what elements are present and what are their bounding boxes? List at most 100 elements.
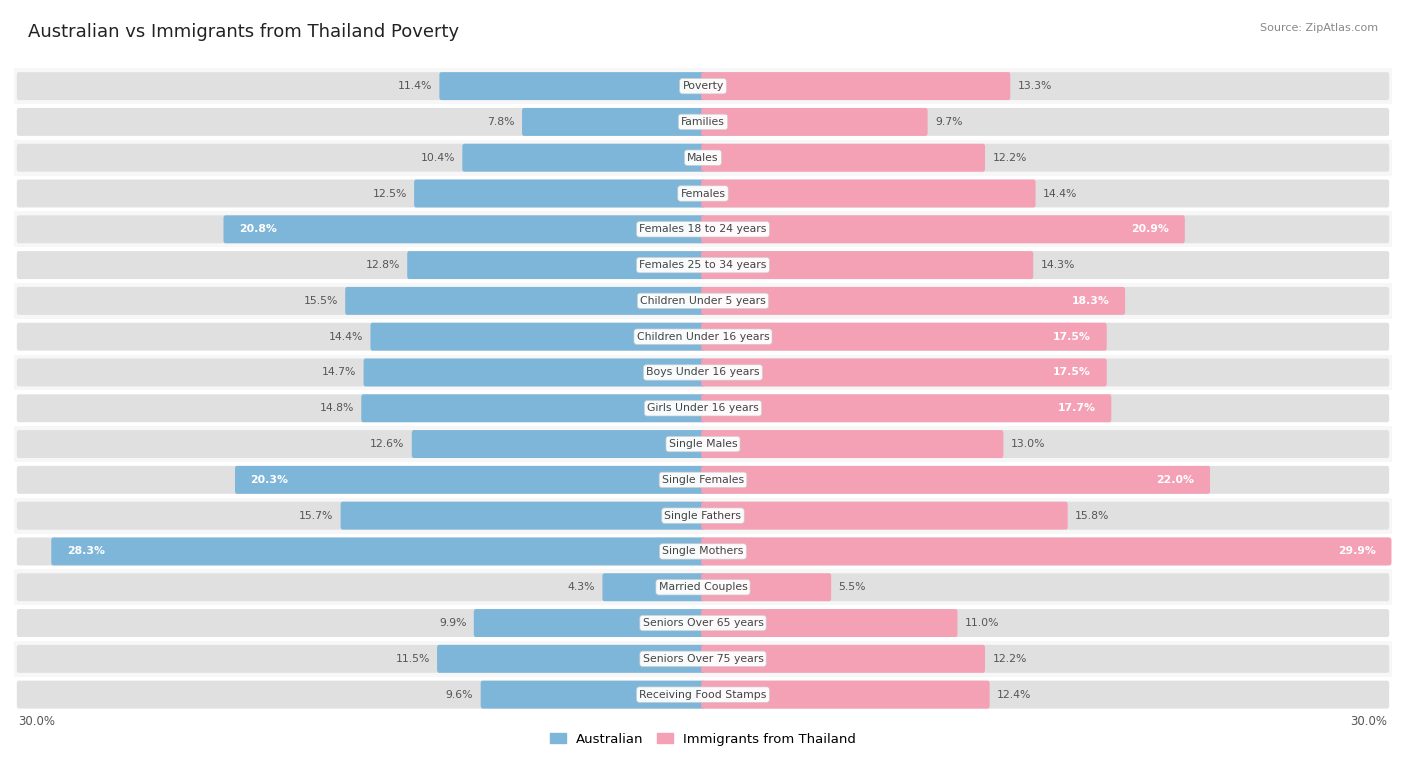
FancyBboxPatch shape: [415, 180, 704, 208]
Bar: [14, 355, 1392, 390]
Text: 18.3%: 18.3%: [1071, 296, 1109, 306]
FancyBboxPatch shape: [361, 394, 704, 422]
Text: 17.5%: 17.5%: [1053, 332, 1091, 342]
FancyBboxPatch shape: [702, 645, 986, 673]
Text: 7.8%: 7.8%: [488, 117, 515, 127]
Text: 22.0%: 22.0%: [1157, 475, 1195, 485]
Bar: [14, 211, 1392, 247]
FancyBboxPatch shape: [702, 180, 1036, 208]
Text: Receiving Food Stamps: Receiving Food Stamps: [640, 690, 766, 700]
FancyBboxPatch shape: [17, 609, 1389, 637]
Text: 13.3%: 13.3%: [1018, 81, 1052, 91]
Bar: [14, 498, 1392, 534]
FancyBboxPatch shape: [17, 144, 1389, 171]
FancyBboxPatch shape: [17, 537, 1389, 565]
FancyBboxPatch shape: [602, 573, 704, 601]
Bar: [14, 641, 1392, 677]
FancyBboxPatch shape: [702, 215, 1185, 243]
Text: Married Couples: Married Couples: [658, 582, 748, 592]
FancyBboxPatch shape: [17, 180, 1389, 208]
Text: Source: ZipAtlas.com: Source: ZipAtlas.com: [1260, 23, 1378, 33]
Text: 15.5%: 15.5%: [304, 296, 337, 306]
FancyBboxPatch shape: [17, 108, 1389, 136]
Text: 20.8%: 20.8%: [239, 224, 277, 234]
Text: 15.8%: 15.8%: [1076, 511, 1109, 521]
Text: 9.6%: 9.6%: [446, 690, 474, 700]
Text: Children Under 5 years: Children Under 5 years: [640, 296, 766, 306]
FancyBboxPatch shape: [17, 430, 1389, 458]
Text: Seniors Over 75 years: Seniors Over 75 years: [643, 654, 763, 664]
Text: Single Males: Single Males: [669, 439, 737, 449]
FancyBboxPatch shape: [702, 144, 986, 171]
FancyBboxPatch shape: [346, 287, 704, 315]
Text: 14.7%: 14.7%: [322, 368, 356, 377]
Bar: [14, 462, 1392, 498]
Text: 10.4%: 10.4%: [420, 152, 456, 163]
Text: 9.9%: 9.9%: [439, 618, 467, 628]
FancyBboxPatch shape: [437, 645, 704, 673]
Text: 11.4%: 11.4%: [398, 81, 432, 91]
Text: Boys Under 16 years: Boys Under 16 years: [647, 368, 759, 377]
FancyBboxPatch shape: [702, 502, 1067, 530]
FancyBboxPatch shape: [702, 251, 1033, 279]
Text: 11.5%: 11.5%: [395, 654, 430, 664]
FancyBboxPatch shape: [17, 359, 1389, 387]
FancyBboxPatch shape: [702, 108, 928, 136]
Text: Females 25 to 34 years: Females 25 to 34 years: [640, 260, 766, 270]
Text: 12.2%: 12.2%: [993, 654, 1026, 664]
Text: 30.0%: 30.0%: [1350, 715, 1388, 728]
FancyBboxPatch shape: [702, 394, 1111, 422]
FancyBboxPatch shape: [702, 430, 1004, 458]
FancyBboxPatch shape: [17, 323, 1389, 351]
FancyBboxPatch shape: [702, 537, 1392, 565]
Text: 15.7%: 15.7%: [299, 511, 333, 521]
FancyBboxPatch shape: [702, 323, 1107, 351]
FancyBboxPatch shape: [17, 251, 1389, 279]
FancyBboxPatch shape: [17, 72, 1389, 100]
Bar: [14, 569, 1392, 605]
FancyBboxPatch shape: [17, 645, 1389, 673]
Text: Females 18 to 24 years: Females 18 to 24 years: [640, 224, 766, 234]
Text: 14.4%: 14.4%: [1043, 189, 1077, 199]
FancyBboxPatch shape: [481, 681, 704, 709]
FancyBboxPatch shape: [17, 287, 1389, 315]
Text: 20.3%: 20.3%: [250, 475, 288, 485]
FancyBboxPatch shape: [51, 537, 704, 565]
Text: 12.8%: 12.8%: [366, 260, 399, 270]
Text: 17.5%: 17.5%: [1053, 368, 1091, 377]
Text: 14.3%: 14.3%: [1040, 260, 1076, 270]
FancyBboxPatch shape: [235, 466, 704, 493]
Bar: [14, 139, 1392, 176]
Text: Families: Families: [681, 117, 725, 127]
FancyBboxPatch shape: [224, 215, 704, 243]
Text: 20.9%: 20.9%: [1132, 224, 1170, 234]
Bar: [14, 390, 1392, 426]
FancyBboxPatch shape: [17, 502, 1389, 530]
FancyBboxPatch shape: [702, 359, 1107, 387]
Text: 5.5%: 5.5%: [838, 582, 866, 592]
FancyBboxPatch shape: [370, 323, 704, 351]
Text: 14.4%: 14.4%: [329, 332, 363, 342]
Bar: [14, 605, 1392, 641]
Text: 29.9%: 29.9%: [1339, 547, 1376, 556]
Text: Males: Males: [688, 152, 718, 163]
Legend: Australian, Immigrants from Thailand: Australian, Immigrants from Thailand: [544, 728, 862, 751]
Bar: [14, 319, 1392, 355]
FancyBboxPatch shape: [340, 502, 704, 530]
Text: Single Fathers: Single Fathers: [665, 511, 741, 521]
Text: 14.8%: 14.8%: [319, 403, 354, 413]
Text: Single Females: Single Females: [662, 475, 744, 485]
FancyBboxPatch shape: [364, 359, 704, 387]
Text: Children Under 16 years: Children Under 16 years: [637, 332, 769, 342]
FancyBboxPatch shape: [408, 251, 704, 279]
FancyBboxPatch shape: [522, 108, 704, 136]
Bar: [14, 68, 1392, 104]
FancyBboxPatch shape: [439, 72, 704, 100]
Bar: [14, 677, 1392, 713]
FancyBboxPatch shape: [17, 681, 1389, 709]
FancyBboxPatch shape: [702, 72, 1011, 100]
FancyBboxPatch shape: [474, 609, 704, 637]
FancyBboxPatch shape: [702, 609, 957, 637]
Text: Single Mothers: Single Mothers: [662, 547, 744, 556]
FancyBboxPatch shape: [17, 394, 1389, 422]
